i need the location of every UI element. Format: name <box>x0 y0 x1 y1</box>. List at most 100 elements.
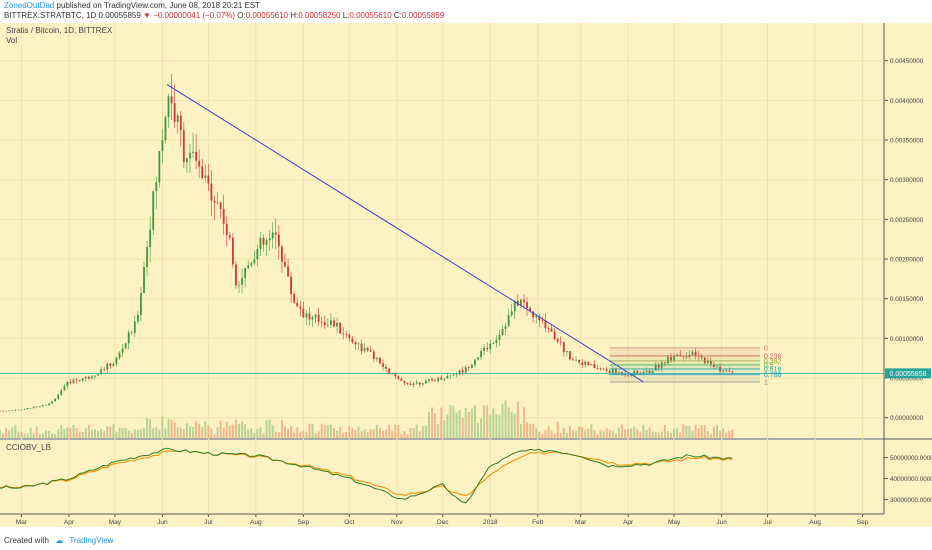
volume-bar <box>526 422 529 438</box>
chart-area[interactable]: 0 0.236 0.382 0.5 0.618 0.786 1 0.00450000 0.00… <box>0 23 932 527</box>
candle-body <box>556 339 559 342</box>
tradingview-link[interactable]: TradingView <box>69 536 114 545</box>
candle-body <box>716 366 718 368</box>
volume-bar <box>357 426 360 438</box>
legend-title[interactable]: Stratis / Bitcoin, 1D, BITTREX <box>6 26 113 35</box>
volume-bar <box>112 424 115 438</box>
candle-body <box>124 343 127 349</box>
candle-body <box>425 380 427 384</box>
close-value: 0.00055859 <box>401 11 445 20</box>
volume-bar <box>293 432 296 438</box>
price-badge-text: 0.00055858 <box>890 371 927 378</box>
volume-bar <box>139 429 142 438</box>
candle-body <box>498 334 501 340</box>
legend-indicator[interactable]: CCIOBV_LB <box>6 443 51 452</box>
volume-bar <box>593 430 596 438</box>
volume-bar <box>477 422 480 438</box>
candle-body <box>614 368 617 373</box>
volume-bar <box>651 431 654 438</box>
candle-body <box>130 332 133 334</box>
candle-body <box>66 382 69 386</box>
candle-body <box>213 200 216 203</box>
volume-bar <box>283 426 286 438</box>
candle-body <box>541 320 544 321</box>
price-axis-ticks: 0.00450000 0.00400000 0.00350000 0.00300000… <box>884 58 924 422</box>
fib-zone <box>609 347 760 356</box>
time-tick-label: May <box>668 519 681 526</box>
volume-bar <box>158 429 161 438</box>
time-axis-ticks: Mar Apr May Jun Jul Aug Sep Oct Nov Dec 2018 Feb Mar… <box>16 514 869 526</box>
candle-body <box>648 370 651 374</box>
indicator-lines <box>0 447 733 504</box>
volume-bar <box>81 431 84 438</box>
volume-bar <box>332 428 335 438</box>
volume-bar <box>103 431 106 438</box>
candle-body <box>559 341 562 343</box>
volume-bar <box>685 425 688 438</box>
candle-body <box>403 380 406 383</box>
volume-bar <box>455 412 458 438</box>
author-link[interactable]: ZonedOutDad <box>4 1 55 10</box>
volume-bar <box>452 405 455 438</box>
volume-bar <box>133 429 136 438</box>
candle-body <box>670 356 672 361</box>
trendline[interactable] <box>166 84 644 383</box>
volume-bar <box>238 423 241 438</box>
volume-bar <box>222 427 225 438</box>
volume-bar <box>308 423 311 438</box>
candle-body <box>452 374 455 376</box>
volume-bar <box>336 430 339 438</box>
volume-bar <box>587 428 590 438</box>
volume-bar <box>213 434 216 438</box>
volume-bar <box>176 427 179 438</box>
volume-bar <box>143 428 146 438</box>
volume-bar <box>290 426 293 438</box>
candle-body <box>84 376 87 379</box>
volume-bar <box>409 427 412 438</box>
volume-bar <box>354 429 357 438</box>
volume-bar <box>130 432 133 438</box>
candle-body <box>575 359 577 361</box>
price-scale-bg[interactable] <box>884 23 932 514</box>
candle-body <box>706 360 709 364</box>
candle-body <box>8 410 11 412</box>
open-label: O: <box>237 11 246 20</box>
candle-body <box>35 406 38 408</box>
volume-bar <box>179 427 182 438</box>
legend-vol[interactable]: Vol <box>6 36 17 45</box>
candle-body <box>69 382 72 384</box>
volume-bar <box>115 431 118 438</box>
candle-body <box>464 367 467 373</box>
time-scale-bg[interactable] <box>0 514 932 527</box>
candle-body <box>296 302 299 307</box>
volume-bar <box>516 401 519 438</box>
volume-bar <box>498 414 501 438</box>
change-value: −0.00000041 (−0.07%) <box>153 11 236 20</box>
candle-body <box>354 342 357 345</box>
volume-bar <box>682 424 685 438</box>
volume-bar <box>146 417 149 438</box>
fib-level-label: 0.618 <box>764 366 782 373</box>
candle-body <box>507 315 510 327</box>
volume-bar <box>109 426 112 438</box>
low-label: L: <box>342 11 350 20</box>
volume-bar <box>529 423 532 438</box>
candle-body <box>287 266 289 277</box>
fib-zone <box>609 374 760 382</box>
volume-bar <box>670 432 673 438</box>
candle-body <box>136 314 139 322</box>
volume-bar <box>351 428 354 438</box>
candle-body <box>167 96 170 118</box>
candle-body <box>192 151 194 153</box>
last-value: 0.00055859 <box>98 11 141 20</box>
volume-bar <box>388 424 391 438</box>
candle-body <box>115 357 118 364</box>
trendline-segment[interactable] <box>166 84 644 383</box>
volume-bar <box>602 431 605 438</box>
candle-body <box>489 343 492 350</box>
volume-bar <box>538 431 541 438</box>
volume-bar <box>489 414 492 438</box>
candle-body <box>311 317 314 320</box>
